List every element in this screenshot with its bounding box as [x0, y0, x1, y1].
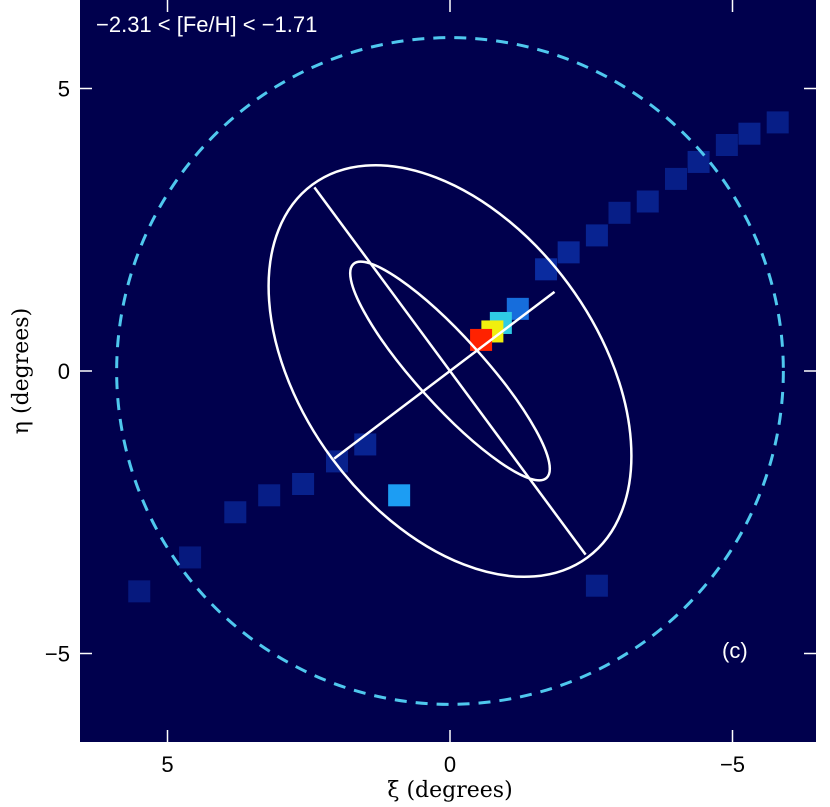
density-cell-16	[354, 433, 377, 456]
density-cell-23	[585, 574, 608, 597]
y-tick-label: 0	[58, 359, 70, 384]
density-cell-6	[636, 190, 659, 213]
density-cell-2	[738, 122, 761, 145]
density-cell-19	[258, 484, 281, 507]
density-cell-22	[128, 580, 151, 603]
density-cell-9	[557, 241, 580, 264]
y-axis-label: η (degrees)	[9, 308, 34, 434]
overlay-layer	[115, 36, 785, 706]
chart-title: −2.31 < [Fe/H] < −1.71	[96, 12, 317, 37]
density-cell-18	[292, 473, 315, 495]
ticks-layer: 5 0 −5 5 0 −5	[45, 0, 816, 777]
density-cell-3	[715, 134, 738, 156]
outer-ellipse	[267, 163, 633, 579]
density-cell-5	[665, 167, 687, 190]
y-tick-label: −5	[45, 642, 70, 667]
density-cell-8	[585, 224, 608, 247]
x-tick-label: −5	[720, 752, 745, 777]
x-tick-label: 0	[444, 752, 456, 777]
plot-content	[115, 36, 789, 706]
density-cell-14	[470, 328, 493, 351]
density-cell-15	[388, 484, 411, 507]
density-cell-7	[608, 201, 631, 224]
density-cell-4	[687, 150, 710, 173]
x-tick-label: 5	[161, 752, 173, 777]
panel-label: (c)	[722, 638, 748, 663]
density-cell-10	[535, 258, 558, 281]
minor-axis-line	[333, 290, 556, 460]
density-cell-20	[224, 501, 247, 524]
dashed-circle	[115, 36, 785, 706]
y-tick-label: 5	[58, 77, 70, 102]
x-axis-label: ξ (degrees)	[387, 778, 512, 803]
inner-ellipse	[348, 260, 552, 482]
density-cell-1	[766, 111, 789, 134]
density-cell-21	[179, 546, 202, 569]
